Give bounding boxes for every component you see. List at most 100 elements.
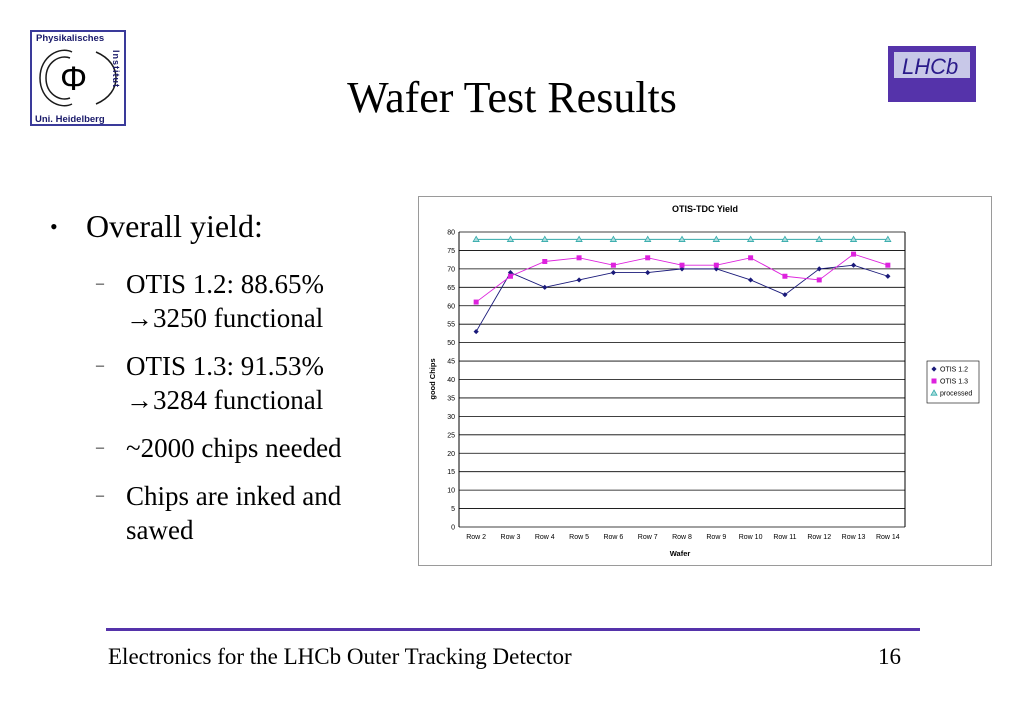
- data-point: [473, 328, 479, 335]
- y-tick-label: 55: [447, 322, 455, 329]
- y-tick-label: 65: [447, 285, 455, 292]
- sub-bullet-line: sawed: [126, 515, 194, 545]
- data-point: [610, 269, 616, 276]
- sub-bullet-dash: –: [96, 439, 104, 456]
- sub-bullet-line: →3284 functional: [126, 385, 324, 415]
- sub-bullet: – Chips are inked and sawed: [50, 479, 420, 547]
- chart-y-ticks: 0 5 10 15 20 25 30 35 40 45 50 55 60 65 70 75 80: [447, 230, 455, 532]
- chart-gridlines: [458, 231, 906, 528]
- y-tick-label: 45: [447, 359, 455, 366]
- data-point: [542, 284, 548, 290]
- y-tick-label: 0: [451, 525, 455, 532]
- chart-x-ticks: Row 2 Row 3 Row 4 Row 5 Row 6 Row 7 Row 8 Row 9…: [466, 534, 900, 541]
- logo-bottom-text: Uni. Heidelberg: [35, 114, 105, 125]
- chart-frame: OTIS-TDC Yield Wafer good Chips 0 5 10 15 20…: [418, 196, 992, 566]
- bullet-main-text: Overall yield:: [86, 208, 263, 244]
- data-point: [748, 255, 754, 261]
- data-point: [713, 266, 719, 272]
- footer-divider: [106, 628, 920, 631]
- sub-bullet-dash: –: [96, 357, 104, 374]
- y-tick-label: 25: [447, 432, 455, 439]
- data-point: [930, 389, 938, 396]
- y-tick-label: 80: [447, 230, 455, 237]
- bullet-dot: •: [50, 214, 58, 239]
- x-tick-label: Row 2: [466, 534, 486, 541]
- sub-bullet: – OTIS 1.2: 88.65% →3250 functional: [50, 267, 420, 335]
- institute-logo: Physikalisches Uni. Heidelberg Φ Institu…: [30, 30, 126, 126]
- logo-top-text: Physikalisches: [36, 33, 104, 44]
- y-tick-label: 30: [447, 414, 455, 421]
- data-point: [645, 269, 651, 276]
- institute-logo-graphic: Physikalisches Uni. Heidelberg Φ Institu…: [30, 30, 126, 126]
- sub-bullet-line: OTIS 1.3: 91.53%: [126, 351, 324, 381]
- chart-y-label: good Chips: [428, 358, 437, 399]
- y-tick-label: 70: [447, 266, 455, 273]
- sub-bullet-line: Chips are inked and: [126, 481, 342, 511]
- data-point: [781, 235, 789, 242]
- data-point: [473, 299, 479, 305]
- sub-bullet: – OTIS 1.3: 91.53% →3284 functional: [50, 349, 420, 417]
- legend-label: OTIS 1.2: [940, 367, 968, 374]
- x-tick-label: Row 13: [842, 534, 866, 541]
- data-point: [816, 266, 822, 272]
- footer-text: Electronics for the LHCb Outer Tracking …: [108, 644, 572, 669]
- sub-bullet-line: →3250 functional: [126, 303, 324, 333]
- sub-bullet-dash: –: [96, 487, 104, 504]
- y-tick-label: 75: [447, 248, 455, 255]
- data-point: [850, 262, 857, 268]
- y-tick-label: 10: [447, 488, 455, 495]
- y-tick-label: 35: [447, 395, 455, 402]
- lhcb-logo-graphic: LHCb: [888, 46, 976, 102]
- chart-series: [472, 235, 892, 335]
- sub-bullet-line: OTIS 1.2: 88.65%: [126, 269, 324, 299]
- data-point: [576, 255, 582, 261]
- bullet-list: • Overall yield: – OTIS 1.2: 88.65% →325…: [50, 208, 420, 547]
- y-tick-label: 40: [447, 377, 455, 384]
- x-tick-label: Row 7: [638, 534, 658, 541]
- data-point: [541, 235, 549, 242]
- y-tick-label: 50: [447, 340, 455, 347]
- sub-bullet-dash: –: [96, 275, 104, 292]
- y-tick-label: 20: [447, 451, 455, 458]
- legend-label: processed: [940, 391, 972, 398]
- data-point: [885, 273, 891, 279]
- data-point: [816, 277, 822, 283]
- x-tick-label: Row 8: [672, 534, 692, 541]
- data-point: [507, 273, 513, 279]
- slide-title: Wafer Test Results: [347, 73, 677, 122]
- data-point: [645, 255, 651, 261]
- data-point: [884, 235, 892, 242]
- data-point: [643, 235, 652, 242]
- data-point: [713, 262, 719, 268]
- data-point: [885, 262, 891, 268]
- data-point: [931, 378, 937, 384]
- data-point: [712, 235, 721, 242]
- x-tick-label: Row 10: [739, 534, 763, 541]
- logo-phi-symbol: Φ: [60, 60, 87, 98]
- chart-x-label: Wafer: [670, 549, 691, 558]
- data-point: [782, 273, 788, 279]
- series-line: [475, 253, 888, 303]
- data-point: [609, 235, 618, 242]
- data-point: [782, 292, 788, 298]
- data-point: [575, 235, 583, 242]
- x-tick-label: Row 5: [569, 534, 589, 541]
- data-point: [678, 235, 686, 242]
- data-point: [746, 235, 755, 242]
- data-point: [931, 366, 937, 372]
- bullet-main: • Overall yield:: [50, 208, 420, 245]
- x-tick-label: Row 9: [706, 534, 726, 541]
- x-tick-label: Row 11: [773, 534, 796, 541]
- chart-legend: OTIS 1.2 OTIS 1.3 processed: [926, 360, 980, 404]
- data-point: [576, 277, 582, 283]
- x-tick-label: Row 14: [876, 534, 900, 541]
- data-point: [851, 251, 857, 257]
- logo-side-text: Institut: [111, 50, 121, 88]
- data-point: [472, 235, 480, 242]
- y-tick-label: 15: [447, 469, 455, 476]
- data-point: [815, 235, 823, 242]
- page-number: 16: [878, 644, 901, 669]
- sub-bullet: – ~2000 chips needed: [50, 431, 420, 465]
- lhcb-logo: LHCb: [888, 46, 976, 102]
- data-point: [506, 235, 515, 242]
